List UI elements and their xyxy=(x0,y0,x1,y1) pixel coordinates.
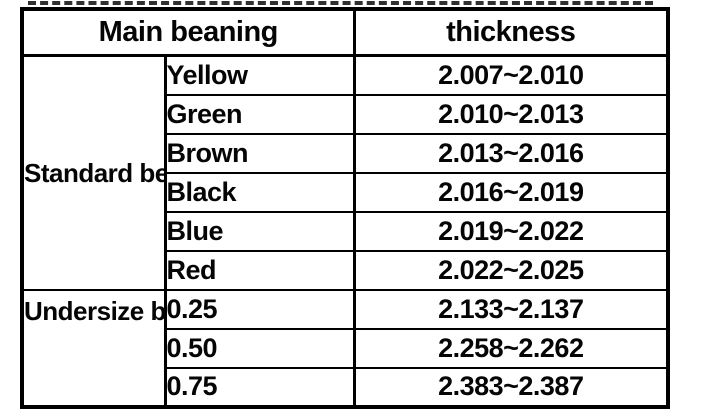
scan-artifact-top xyxy=(28,1,653,5)
thickness-cell: 2.133~2.137 xyxy=(352,288,670,330)
thickness-cell: 2.019~2.022 xyxy=(352,210,670,252)
header-thickness: thickness xyxy=(352,8,670,57)
table-row: Standard bearing Yellow 2.007~2.010 xyxy=(20,54,670,291)
thickness-cell: 2.010~2.013 xyxy=(352,93,670,135)
grade-cell-red: Red xyxy=(163,249,356,291)
thickness-cell: 2.258~2.262 xyxy=(352,327,670,369)
grade-cell-green: Green xyxy=(163,93,356,135)
thickness-cell: 2.016~2.019 xyxy=(352,171,670,213)
group-label-undersize-bearing: Undersize bearing xyxy=(20,288,167,408)
grade-cell-blue: Blue xyxy=(163,210,356,252)
thickness-cell: 2.383~2.387 xyxy=(352,366,670,408)
grade-cell-black: Black xyxy=(163,171,356,213)
header-main-bearing: Main beaning xyxy=(20,8,356,57)
table-row: 0.50 2.258~2.262 xyxy=(22,327,670,369)
grade-cell-025: 0.25 xyxy=(163,288,356,330)
grade-cell-075: 0.75 xyxy=(163,366,356,408)
table-row: Red 2.022~2.025 xyxy=(22,249,670,291)
grade-cell-050: 0.50 xyxy=(163,327,356,369)
grade-cell-yellow: Yellow xyxy=(163,54,356,96)
table-header-row: Main beaning thickness xyxy=(20,8,670,57)
table-row: 0.75 2.383~2.387 xyxy=(22,366,670,408)
thickness-cell: 2.013~2.016 xyxy=(352,132,670,174)
group-label-standard-bearing: Standard bearing xyxy=(20,54,167,291)
grade-cell-brown: Brown xyxy=(163,132,356,174)
table-row: Brown 2.013~2.016 xyxy=(22,132,670,174)
table-row: Black 2.016~2.019 xyxy=(22,171,670,213)
table-row: Blue 2.019~2.022 xyxy=(22,210,670,252)
main-bearing-thickness-table: Main beaning thickness Standard bearing … xyxy=(20,7,671,409)
thickness-cell: 2.022~2.025 xyxy=(352,249,670,291)
table-row: Undersize bearing 0.25 2.133~2.137 xyxy=(20,288,670,408)
thickness-cell: 2.007~2.010 xyxy=(352,54,670,96)
table-row: Green 2.010~2.013 xyxy=(22,93,670,135)
